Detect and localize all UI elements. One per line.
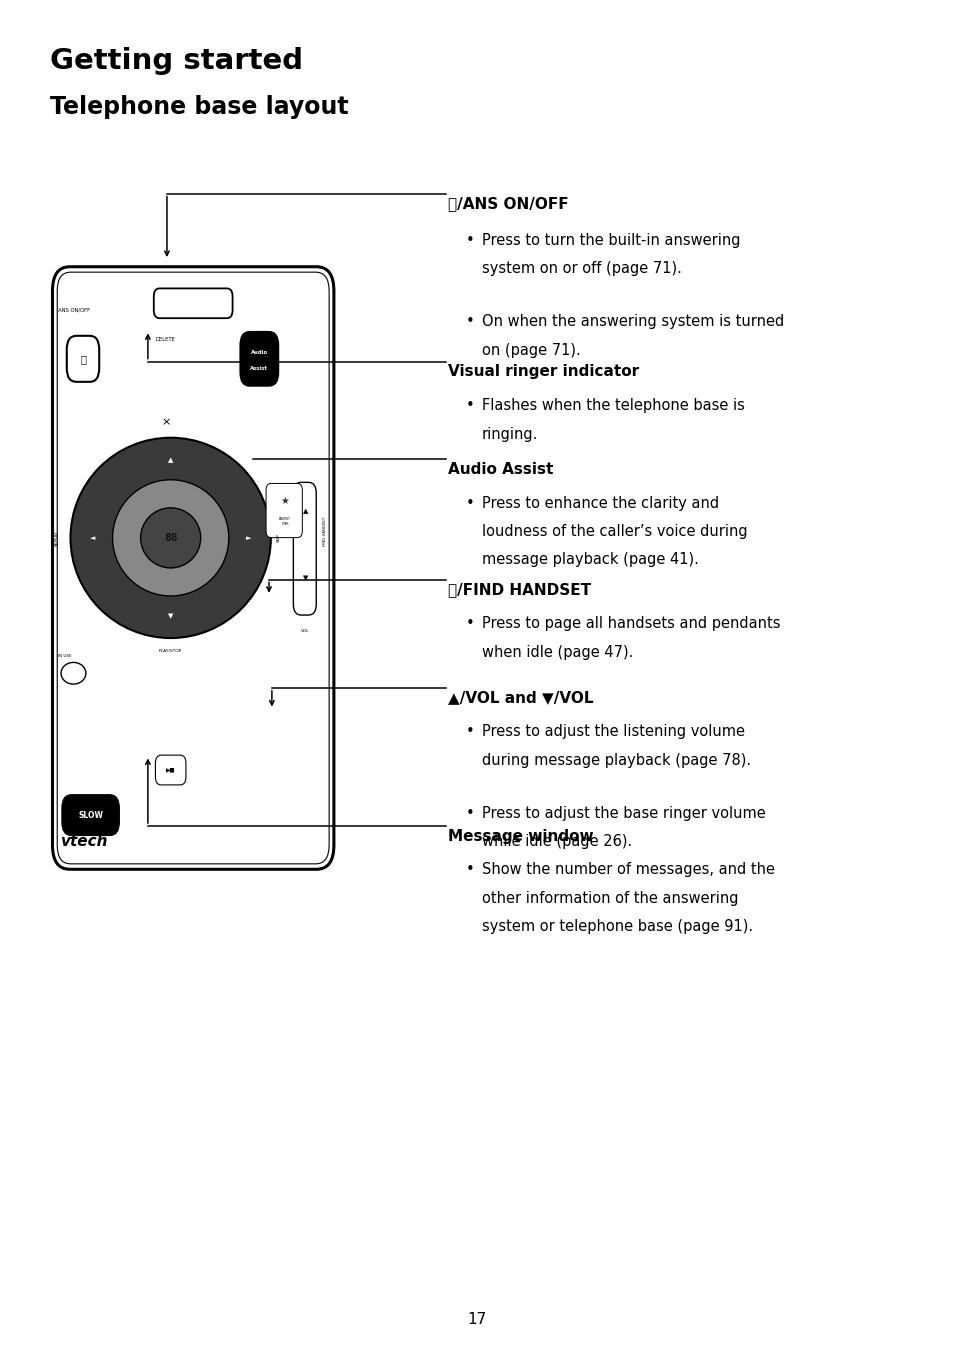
Text: Press to page all handsets and pendants: Press to page all handsets and pendants	[481, 616, 780, 631]
Text: Show the number of messages, and the: Show the number of messages, and the	[481, 862, 774, 877]
Text: ANS ON/OFF: ANS ON/OFF	[58, 307, 91, 313]
Text: loudness of the caller’s voice during: loudness of the caller’s voice during	[481, 524, 746, 539]
FancyBboxPatch shape	[266, 483, 302, 538]
FancyBboxPatch shape	[294, 482, 316, 615]
Text: Getting started: Getting started	[50, 47, 302, 76]
Text: ⏻: ⏻	[80, 353, 86, 364]
Text: 17: 17	[467, 1312, 486, 1327]
Text: Flashes when the telephone base is: Flashes when the telephone base is	[481, 398, 744, 413]
FancyBboxPatch shape	[62, 795, 119, 835]
FancyBboxPatch shape	[155, 756, 186, 785]
Text: Assist: Assist	[250, 366, 268, 371]
Text: Audio Assist: Audio Assist	[448, 462, 553, 477]
FancyBboxPatch shape	[240, 332, 278, 386]
Text: Press to adjust the listening volume: Press to adjust the listening volume	[481, 724, 744, 739]
Text: FIND HANDSET: FIND HANDSET	[322, 516, 327, 546]
Text: vtech: vtech	[60, 834, 108, 849]
Text: Press to enhance the clarity and: Press to enhance the clarity and	[481, 496, 719, 510]
Text: ▼: ▼	[303, 575, 308, 581]
Text: ringing.: ringing.	[481, 427, 537, 441]
Text: while idle (page 26).: while idle (page 26).	[481, 834, 631, 849]
Text: ⏻/ANS ON/OFF: ⏻/ANS ON/OFF	[448, 196, 568, 211]
Text: SLOW: SLOW	[78, 811, 103, 819]
Text: ×: ×	[161, 417, 171, 427]
Text: ◄: ◄	[90, 535, 95, 540]
Ellipse shape	[71, 437, 271, 638]
Text: during message playback (page 78).: during message playback (page 78).	[481, 753, 750, 768]
Text: Message window: Message window	[448, 829, 594, 844]
Text: ▼: ▼	[168, 613, 173, 619]
Text: ►: ►	[246, 535, 252, 540]
Text: Audio: Audio	[251, 349, 268, 355]
Text: •: •	[465, 806, 475, 821]
Text: ⑓/FIND HANDSET: ⑓/FIND HANDSET	[448, 582, 591, 597]
Text: •: •	[465, 724, 475, 739]
Text: •: •	[465, 616, 475, 631]
Text: ▲/VOL and ▼/VOL: ▲/VOL and ▼/VOL	[448, 691, 594, 705]
Text: •: •	[465, 496, 475, 510]
Text: system or telephone base (page 91).: system or telephone base (page 91).	[481, 919, 752, 934]
Text: on (page 71).: on (page 71).	[481, 343, 580, 357]
Text: ▲: ▲	[168, 456, 173, 463]
Text: Telephone base layout: Telephone base layout	[50, 95, 348, 119]
Text: •: •	[465, 862, 475, 877]
Text: 88: 88	[164, 533, 177, 543]
Text: Press to adjust the base ringer volume: Press to adjust the base ringer volume	[481, 806, 764, 821]
FancyBboxPatch shape	[52, 267, 334, 869]
FancyBboxPatch shape	[67, 336, 99, 382]
Text: •: •	[465, 233, 475, 248]
Ellipse shape	[140, 508, 200, 567]
Text: REPEAT: REPEAT	[54, 529, 58, 546]
Text: •: •	[465, 398, 475, 413]
Text: PLAY/STOP: PLAY/STOP	[159, 649, 182, 653]
Text: system on or off (page 71).: system on or off (page 71).	[481, 261, 681, 276]
Text: SKIP: SKIP	[276, 533, 280, 543]
Text: DELETE: DELETE	[155, 337, 174, 343]
Text: ▲: ▲	[303, 508, 308, 513]
Text: VOL: VOL	[301, 628, 310, 632]
FancyBboxPatch shape	[153, 288, 233, 318]
Text: ENERGY
STAR: ENERGY STAR	[279, 517, 291, 525]
Text: IN USE: IN USE	[58, 654, 71, 658]
Text: On when the answering system is turned: On when the answering system is turned	[481, 314, 783, 329]
Text: ▶■: ▶■	[166, 768, 175, 773]
Text: Visual ringer indicator: Visual ringer indicator	[448, 364, 639, 379]
Text: when idle (page 47).: when idle (page 47).	[481, 645, 633, 659]
Ellipse shape	[112, 479, 229, 596]
Text: ★: ★	[280, 496, 289, 506]
Text: Press to turn the built-in answering: Press to turn the built-in answering	[481, 233, 740, 248]
Ellipse shape	[61, 662, 86, 684]
Text: other information of the answering: other information of the answering	[481, 891, 738, 906]
Text: message playback (page 41).: message playback (page 41).	[481, 552, 698, 567]
Text: •: •	[465, 314, 475, 329]
